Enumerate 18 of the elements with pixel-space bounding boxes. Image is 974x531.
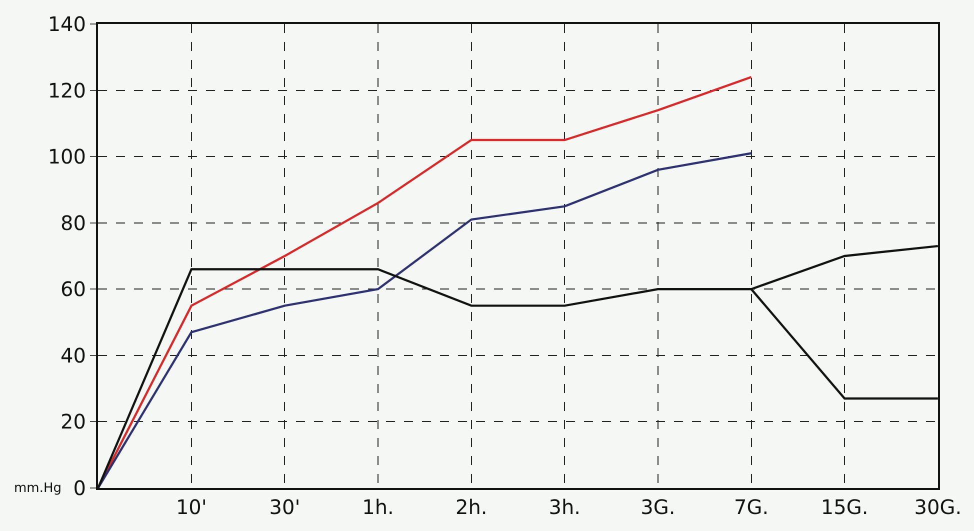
y-tick-label: 40: [60, 343, 86, 368]
y-tick-label: 20: [60, 410, 86, 434]
x-tick-label: 7G.: [734, 495, 769, 519]
x-tick-label: 3G.: [640, 495, 676, 519]
x-tick-label: 15G.: [820, 495, 868, 519]
y-axis-title: mm.Hg: [14, 481, 62, 496]
y-tick-label: 140: [48, 12, 86, 36]
y-tick-label: 80: [60, 210, 86, 235]
x-tick-label: 10': [176, 495, 207, 519]
x-tick-label: 30G.: [914, 495, 962, 519]
y-tick-label: 100: [48, 144, 86, 169]
x-tick-label: 3h.: [548, 495, 581, 519]
y-tick-label: 0: [73, 476, 86, 500]
y-tick-label: 60: [60, 277, 86, 302]
x-tick-label: 1h.: [362, 495, 394, 519]
x-tick-label: 2h.: [455, 495, 488, 519]
y-tick-label: 120: [48, 78, 86, 102]
x-tick-label: 30': [269, 495, 300, 519]
